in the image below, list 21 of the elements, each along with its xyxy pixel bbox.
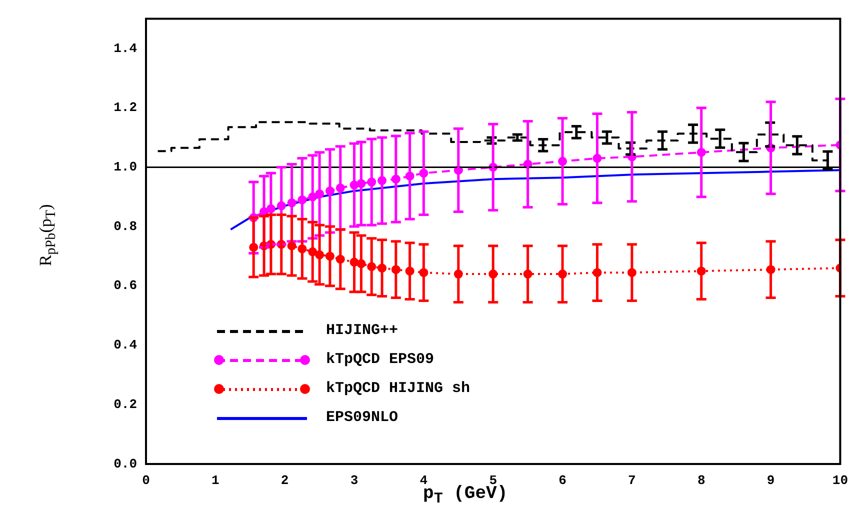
x-tick-label: 6 [558,473,567,488]
legend-label: HIJING++ [326,322,398,339]
x-tick-label: 0 [142,473,150,488]
y-tick-label: 1.4 [114,40,138,56]
legend-label: EPS09NLO [326,409,398,426]
x-tick-label: 2 [280,473,289,488]
legend-label: kTpQCD HIJING sh [326,380,470,397]
y-tick-label: 1.0 [114,159,138,174]
x-tick-label: 1 [212,473,220,488]
x-tick-label: 10 [832,473,848,488]
x-tick-label: 7 [628,473,636,488]
y-tick-label: 0.8 [114,218,138,234]
y-tick-label: 0.6 [114,278,138,294]
y-tick-label: 1.2 [114,100,138,116]
y-tick-label: 0.0 [114,456,138,472]
legend-label: kTpQCD EPS09 [326,351,434,368]
y-tick-label: 0.2 [114,396,138,412]
x-tick-label: 8 [697,473,706,488]
x-tick-label: 9 [766,473,775,488]
x-tick-label: 3 [350,473,358,488]
y-tick-label: 0.4 [114,338,138,353]
